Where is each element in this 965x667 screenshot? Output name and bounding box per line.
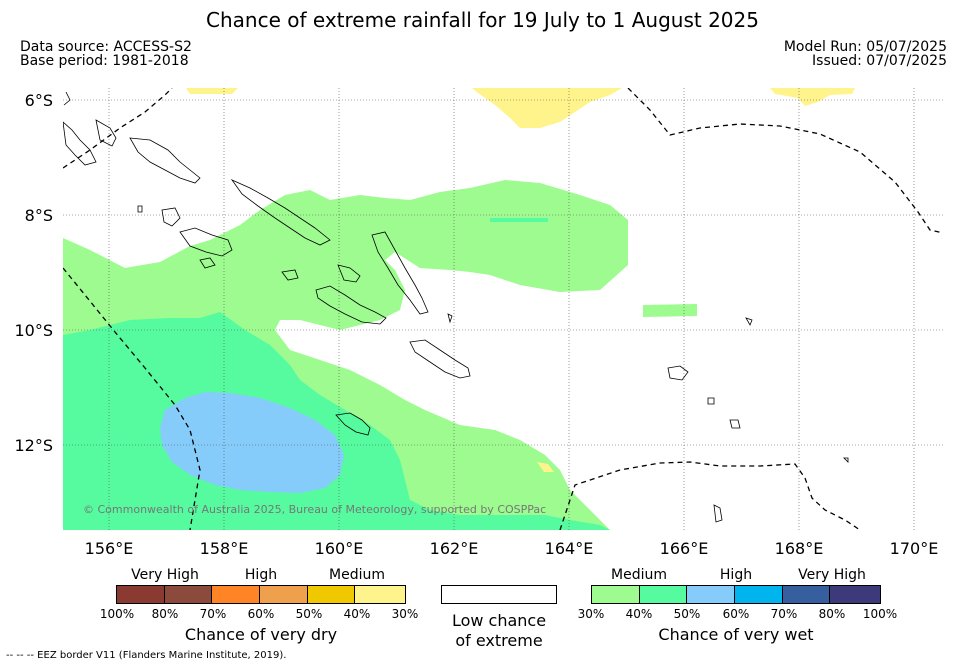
dry-tick: 60% xyxy=(247,607,275,621)
wet-tick: 70% xyxy=(770,607,798,621)
wet-colorbar xyxy=(591,585,881,604)
lat-label: 6°S xyxy=(25,91,53,110)
dry-tick: 100% xyxy=(99,607,135,621)
dry-tick: 40% xyxy=(343,607,371,621)
wet-medium-40-streak xyxy=(490,218,548,222)
wet-swatch-70-80 xyxy=(782,586,831,603)
coastlines xyxy=(63,91,849,523)
eez-border-note: -- -- -- EEZ border V11 (Flanders Marine… xyxy=(6,650,287,661)
data-source-text: Data source: ACCESS-S2 xyxy=(20,39,192,55)
dry-group-medium: Medium xyxy=(329,567,385,583)
wet-swatch-80-100 xyxy=(830,586,881,603)
dry-colorbar-title: Chance of very dry xyxy=(184,625,338,644)
wet-tick: 100% xyxy=(862,607,898,621)
dry-group-very-high: Very High xyxy=(131,567,199,583)
dry-tick: 50% xyxy=(295,607,323,621)
base-period-text: Base period: 1981-2018 xyxy=(20,53,189,69)
dry-swatch-50-40 xyxy=(307,586,356,603)
dry-tick: 80% xyxy=(151,607,179,621)
wet-swatch-40-50 xyxy=(639,586,688,603)
map-title: Chance of extreme rainfall for 19 July t… xyxy=(206,8,759,32)
dry-medium-40-patch xyxy=(186,88,238,94)
wet-medium-30-speck xyxy=(116,309,125,314)
wet-colorbar-title: Chance of very wet xyxy=(658,625,814,644)
lat-label: 8°S xyxy=(25,206,53,225)
copyright-text: © Commonwealth of Australia 2025, Bureau… xyxy=(83,503,547,516)
dry-group-high: High xyxy=(244,567,278,583)
wet-group-high: High xyxy=(719,567,753,583)
lon-label: 166°E xyxy=(660,539,709,558)
lon-label: 156°E xyxy=(85,539,134,558)
lon-label: 158°E xyxy=(200,539,249,558)
low-chance-line1: Low chance xyxy=(451,611,547,630)
low-chance-label: Low chance of extreme xyxy=(441,611,557,651)
wet-group-medium: Medium xyxy=(611,567,667,583)
dry-medium-40-patch xyxy=(537,462,554,472)
wet-tick: 50% xyxy=(673,607,701,621)
wet-tick: 40% xyxy=(625,607,653,621)
wet-group-very-high: Very High xyxy=(798,567,866,583)
wet-swatch-60-70 xyxy=(735,586,783,603)
dry-tick: 30% xyxy=(391,607,419,621)
model-run-text: Model Run: 05/07/2025 xyxy=(783,39,947,55)
wet-tick: 30% xyxy=(577,607,605,621)
wet-swatch-50-60 xyxy=(687,586,736,603)
low-chance-swatch xyxy=(441,585,557,604)
wet-high-50-region xyxy=(160,392,344,493)
dry-swatch-70-60 xyxy=(212,586,261,603)
wet-tick: 80% xyxy=(818,607,846,621)
dry-swatch-40-30 xyxy=(355,586,406,603)
dry-swatch-80-70 xyxy=(164,586,213,603)
lon-label: 170°E xyxy=(890,539,939,558)
lat-label: 10°S xyxy=(14,321,53,340)
dry-medium-40-region xyxy=(472,88,622,128)
lon-label: 160°E xyxy=(315,539,364,558)
dry-tick: 70% xyxy=(199,607,227,621)
wet-medium-30-patch xyxy=(643,304,697,317)
eez-borders xyxy=(63,88,943,530)
issued-date-text: Issued: 07/07/2025 xyxy=(812,53,947,69)
dry-swatch-100-80 xyxy=(117,586,165,603)
dry-colorbar xyxy=(116,585,406,604)
wet-tick: 60% xyxy=(722,607,750,621)
lat-label: 12°S xyxy=(14,436,53,455)
dry-swatch-60-50 xyxy=(260,586,308,603)
low-chance-line2: of extreme xyxy=(455,631,543,650)
lon-label: 162°E xyxy=(430,539,479,558)
dry-medium-40-patch xyxy=(770,88,855,106)
wet-swatch-30-40 xyxy=(592,586,640,603)
lon-label: 168°E xyxy=(775,539,824,558)
lon-label: 164°E xyxy=(545,539,594,558)
